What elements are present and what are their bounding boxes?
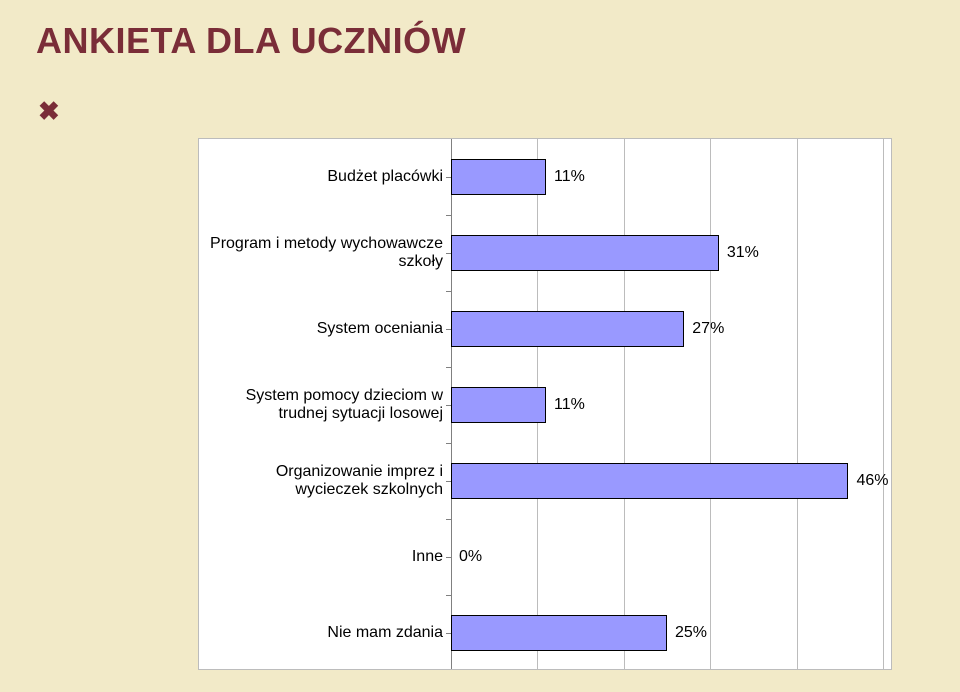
- value-label: 27%: [692, 320, 724, 338]
- value-label: 46%: [856, 472, 888, 490]
- grid-line: [797, 139, 798, 669]
- bar: [451, 615, 667, 651]
- category-label: Program i metody wychowawcze szkoły: [203, 215, 451, 291]
- bar-chart: Budżet placówki 11% Program i metody wycho…: [198, 138, 892, 670]
- bar: [451, 387, 546, 423]
- grid-line: [710, 139, 711, 669]
- bar: [451, 159, 546, 195]
- slide: ANKIETA DLA UCZNIÓW ✖ Budżet placówki 11%…: [0, 0, 960, 692]
- category-label: Nie mam zdania: [203, 595, 451, 671]
- value-label: 25%: [675, 624, 707, 642]
- grid-line: [883, 139, 884, 669]
- plot-area: Budżet placówki11%Program i metody wycho…: [451, 139, 881, 669]
- value-label: 11%: [554, 168, 585, 186]
- grid-line: [624, 139, 625, 669]
- page-title: ANKIETA DLA UCZNIÓW: [36, 20, 466, 62]
- category-label: Organizowanie imprez i wycieczek szkolny…: [203, 443, 451, 519]
- value-label: 31%: [727, 244, 759, 262]
- bar: [451, 311, 684, 347]
- value-label: 0%: [459, 548, 482, 566]
- bar: [451, 463, 848, 499]
- category-label: System pomocy dzieciom w trudnej sytuacj…: [203, 367, 451, 443]
- bullet-icon: ✖: [38, 96, 60, 127]
- value-label: 11%: [554, 396, 585, 414]
- category-label: Budżet placówki: [203, 139, 451, 215]
- category-label: Inne: [203, 519, 451, 595]
- category-label: System oceniania: [203, 291, 451, 367]
- bar: [451, 235, 719, 271]
